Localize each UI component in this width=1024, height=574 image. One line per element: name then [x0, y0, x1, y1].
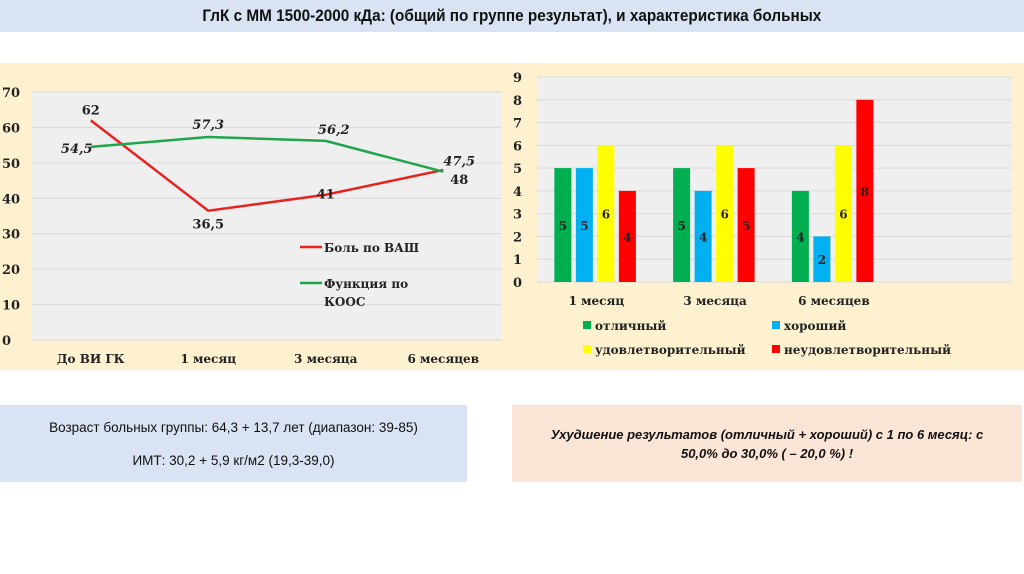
- bar-y-tick: 7: [513, 117, 522, 132]
- line-y-tick: 60: [2, 121, 20, 136]
- bar-отличный: [673, 168, 691, 282]
- bar-неудовлетворительный: [737, 168, 755, 282]
- legend-label: КООС: [324, 295, 365, 309]
- line-plot-area: [32, 92, 502, 340]
- conclusion-text: Ухудшение результатов (отличный + хороши…: [550, 426, 984, 461]
- line-data-label: 54,5: [61, 142, 93, 157]
- bar-хороший: [694, 190, 712, 282]
- bar-y-tick: 0: [513, 276, 522, 291]
- line-x-tick: 3 месяца: [294, 352, 358, 366]
- bar-data-label: 6: [602, 208, 610, 222]
- bar-data-label: 5: [677, 219, 685, 233]
- title-bar: ГлК с ММ 1500-2000 кДа: (общий по группе…: [0, 0, 1024, 32]
- bmi-text: ИМТ: 30,2 + 5,9 кг/м2 (19,3-39,0): [132, 452, 335, 468]
- age-text: Возраст больных группы: 64,3 + 13,7 лет …: [49, 419, 418, 435]
- legend-label: Боль по ВАШ: [324, 241, 419, 255]
- bar-x-tick: 1 месяц: [569, 294, 625, 308]
- line-data-label: 56,2: [318, 123, 350, 138]
- conclusion-box: Ухудшение результатов (отличный + хороши…: [512, 405, 1022, 482]
- line-data-label: 47,5: [443, 155, 475, 170]
- bar-plot-area: [537, 77, 1012, 282]
- bar-data-label: 8: [861, 185, 869, 199]
- bar-data-label: 6: [720, 208, 728, 222]
- legend-label: Функция по: [324, 277, 408, 291]
- line-y-tick: 20: [2, 263, 20, 278]
- line-data-label: 62: [82, 103, 100, 118]
- line-x-tick: 6 месяцев: [407, 352, 479, 366]
- bar-y-tick: 6: [513, 139, 522, 154]
- bar-хороший: [575, 168, 593, 282]
- line-y-tick: 50: [2, 157, 20, 172]
- line-y-tick: 30: [2, 228, 20, 243]
- legend-label: удовлетворительный: [595, 343, 746, 357]
- bar-data-label: 4: [699, 230, 707, 244]
- bar-data-label: 5: [559, 219, 567, 233]
- bar-удовлетворительный: [597, 145, 615, 282]
- bar-data-label: 6: [839, 208, 847, 222]
- line-y-tick: 70: [2, 86, 20, 101]
- bar-data-label: 4: [796, 230, 804, 244]
- bar-удовлетворительный: [716, 145, 734, 282]
- line-data-label: 48: [450, 173, 468, 188]
- bar-неудовлетворительный: [618, 190, 636, 282]
- legend-swatch: [583, 345, 591, 353]
- bar-y-tick: 8: [513, 94, 522, 109]
- bar-data-label: 2: [818, 253, 826, 267]
- bar-y-tick: 4: [513, 185, 522, 200]
- line-x-tick: До ВИ ГК: [57, 352, 125, 366]
- legend-label: отличный: [595, 319, 666, 333]
- bar-x-tick: 3 месяца: [683, 294, 747, 308]
- line-series-vas: [89, 119, 444, 212]
- bar-хороший: [813, 236, 831, 282]
- line-y-tick: 40: [2, 192, 20, 207]
- line-x-tick: 1 месяц: [180, 352, 236, 366]
- legend-swatch: [772, 345, 780, 353]
- legend-swatch: [583, 321, 591, 329]
- bar-data-label: 5: [580, 219, 588, 233]
- bar-x-tick: 6 месяцев: [798, 294, 870, 308]
- bar-неудовлетворительный: [856, 99, 874, 283]
- legend-label: неудовлетворительный: [784, 343, 951, 357]
- legend-label: хороший: [784, 319, 846, 333]
- line-data-label: 36,5: [192, 218, 224, 233]
- bar-отличный: [554, 168, 572, 282]
- bar-data-label: 5: [742, 219, 750, 233]
- line-series-koos: [90, 135, 444, 173]
- bar-data-label: 4: [623, 230, 631, 244]
- bar-y-tick: 5: [513, 162, 522, 177]
- bar-отличный: [791, 190, 809, 282]
- line-y-tick: 0: [2, 334, 11, 349]
- slide-title: ГлК с ММ 1500-2000 кДа: (общий по группе…: [202, 6, 822, 25]
- line-y-tick: 10: [2, 299, 20, 314]
- line-data-label: 57,3: [192, 118, 224, 133]
- legend-swatch: [772, 321, 780, 329]
- bar-y-tick: 3: [513, 208, 522, 223]
- bar-удовлетворительный: [834, 145, 852, 282]
- patient-characteristics-box: Возраст больных группы: 64,3 + 13,7 лет …: [0, 405, 467, 482]
- bar-y-tick: 2: [513, 230, 522, 245]
- line-data-label: 41: [317, 188, 335, 203]
- bar-y-tick: 9: [513, 71, 522, 86]
- bar-y-tick: 1: [513, 253, 522, 268]
